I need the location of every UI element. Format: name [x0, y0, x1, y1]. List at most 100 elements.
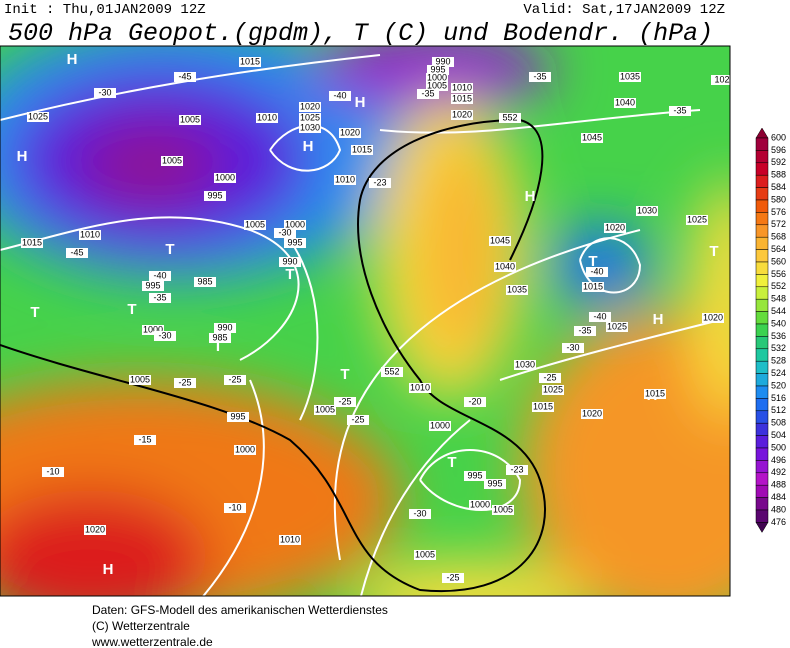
contour-label: 1045 [490, 235, 510, 245]
colorbar-bin [755, 298, 769, 312]
pressure-center: H [67, 51, 78, 68]
colorbar-label: 496 [771, 455, 786, 465]
contour-label: 1010 [410, 382, 430, 392]
colorbar-bin [755, 311, 769, 325]
contour-label: 1020 [703, 312, 723, 322]
label-bg [179, 115, 201, 125]
contour-label: 1000 [427, 72, 447, 82]
colorbar-bin [755, 224, 769, 238]
contour-label: -25 [543, 372, 556, 382]
label-bg [149, 271, 171, 281]
colorbar-label: 508 [771, 418, 786, 428]
colorbar-bin [755, 286, 769, 300]
label-bg [299, 113, 321, 123]
contour-label: 1045 [582, 132, 602, 142]
label-bg [27, 112, 49, 122]
pressure-center: H [103, 561, 114, 578]
label-bg [581, 409, 603, 419]
pressure-center: H [303, 138, 314, 155]
colorbar-label: 500 [771, 442, 786, 452]
colorbar-bin [755, 385, 769, 399]
label-bg [174, 378, 196, 388]
label-bg [432, 57, 454, 67]
label-bg [506, 285, 528, 295]
contour-label: 1040 [615, 97, 635, 107]
contour-label: -10 [228, 502, 241, 512]
colorbar-label: 596 [771, 145, 786, 155]
pressure-center: T [709, 243, 718, 260]
map-frame [0, 45, 731, 597]
colorbar-label: 480 [771, 504, 786, 514]
pressure-center: T [285, 266, 294, 283]
colorbar-bin [755, 348, 769, 362]
contour-label: -15 [138, 434, 151, 444]
label-bg [134, 435, 156, 445]
label-bg [299, 102, 321, 112]
contour-label: 1010 [80, 229, 100, 239]
colorbar-bin [755, 323, 769, 337]
label-bg [161, 156, 183, 166]
label-bg [351, 145, 373, 155]
colorbar-label: 576 [771, 207, 786, 217]
label-bg [532, 402, 554, 412]
contour-label: 1010 [280, 534, 300, 544]
label-bg [494, 262, 516, 272]
label-bg [381, 367, 403, 377]
contour-label: 1005 [180, 114, 200, 124]
colorbar-label: 520 [771, 380, 786, 390]
contour-label: 1005 [245, 219, 265, 229]
contour-label: 1015 [452, 93, 472, 103]
contour-label: 1035 [620, 71, 640, 81]
label-bg [542, 385, 564, 395]
contour-label: -45 [70, 247, 83, 257]
contour-label: 1030 [515, 359, 535, 369]
contour-label: 985 [197, 276, 212, 286]
contour-label: -35 [153, 292, 166, 302]
contour-label: -30 [278, 227, 291, 237]
contour-label: 1025 [687, 214, 707, 224]
colorbar-bin [755, 150, 769, 164]
label-bg [469, 500, 491, 510]
contour-label: 1000 [235, 444, 255, 454]
label-bg [329, 91, 351, 101]
contour-label: -30 [413, 508, 426, 518]
contour-label: 995 [145, 280, 160, 290]
colorbar-bin [755, 236, 769, 250]
label-bg [686, 215, 708, 225]
contour-label: -40 [153, 270, 166, 280]
colorbar-end [755, 127, 769, 139]
colorbar-label: 556 [771, 269, 786, 279]
label-bg [129, 375, 151, 385]
label-bg [84, 525, 106, 535]
colorbar-label: 600 [771, 132, 786, 142]
label-bg [142, 281, 164, 291]
colorbar-label: 568 [771, 232, 786, 242]
colorbar-label: 572 [771, 219, 786, 229]
contour-label: 1015 [352, 144, 372, 154]
contour-label: -25 [228, 374, 241, 384]
contour-label: 1010 [335, 174, 355, 184]
label-bg [582, 282, 604, 292]
contour-label: 1005 [130, 374, 150, 384]
colorbar-label: 580 [771, 194, 786, 204]
footer-line: Daten: GFS-Modell des amerikanischen Wet… [92, 603, 388, 617]
colorbar-bin [755, 447, 769, 461]
colorbar-label: 524 [771, 368, 786, 378]
label-bg [194, 277, 216, 287]
contour-label: 1030 [300, 122, 320, 132]
colorbar-bin [755, 497, 769, 511]
contour-label: 1010 [452, 82, 472, 92]
map-title: 500 hPa Geopot.(gpdm), T (C) und Bodendr… [8, 19, 713, 48]
label-bg [581, 133, 603, 143]
colorbar-label: 584 [771, 182, 786, 192]
contour-label: 995 [430, 64, 445, 74]
label-bg [209, 333, 231, 343]
colorbar-bin [755, 509, 769, 523]
colorbar-bin [755, 212, 769, 226]
contour-label: 552 [502, 112, 517, 122]
label-bg [589, 312, 611, 322]
contour-label: 1025 [543, 384, 563, 394]
contour-label: 1035 [507, 284, 527, 294]
contour-label: 990 [435, 56, 450, 66]
colorbar-bin [755, 174, 769, 188]
